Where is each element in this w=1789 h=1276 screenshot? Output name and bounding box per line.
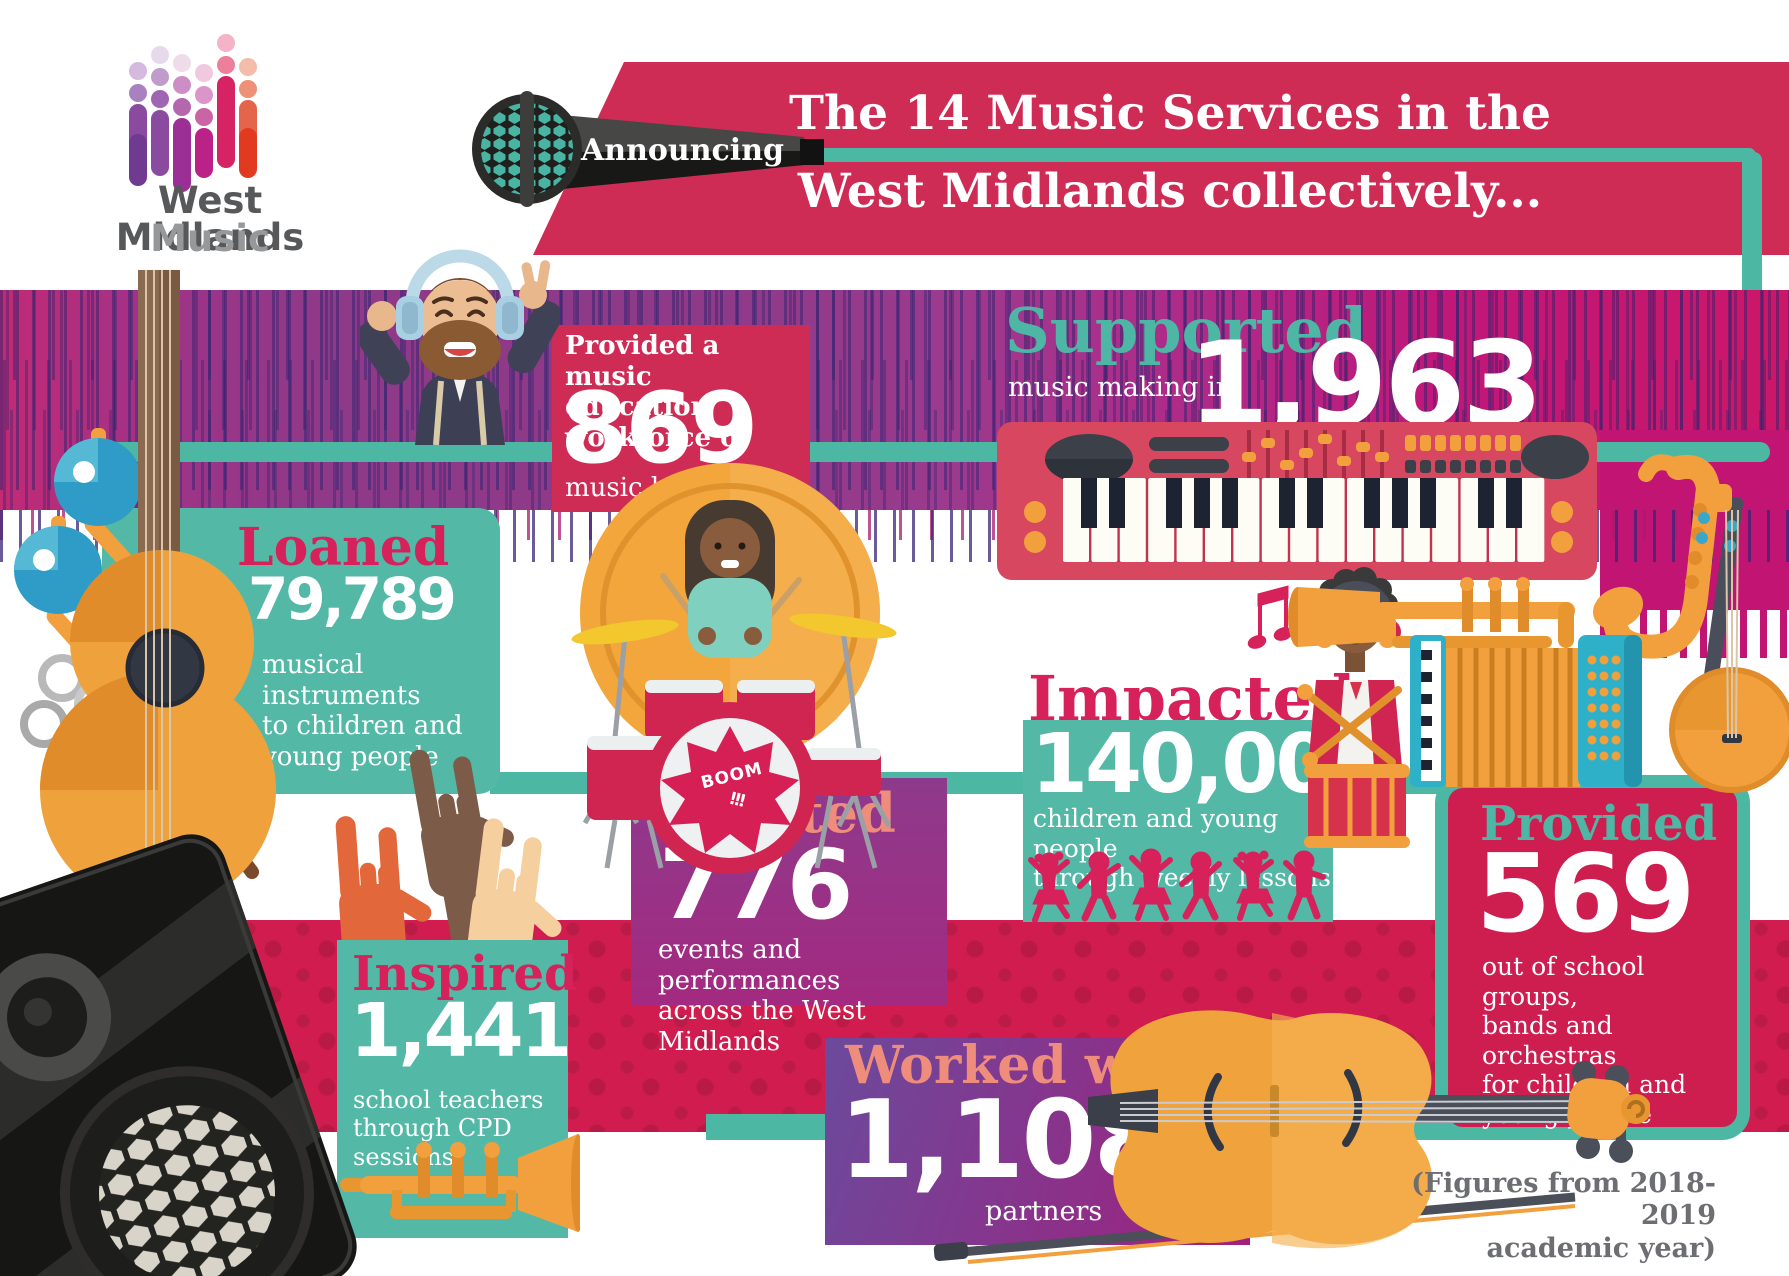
accordion-icon <box>1410 635 1642 787</box>
announcing-label: Announcing <box>581 133 784 168</box>
impacted-card: 140,000 children and young people throug… <box>1023 720 1386 922</box>
drum-icon <box>1297 684 1410 848</box>
trumpet-icon <box>340 1134 580 1232</box>
partners-caption: partners <box>985 1196 1103 1227</box>
inspired-value: 1,441 <box>350 988 572 1074</box>
banjo-icon <box>1669 484 1789 793</box>
provided-value: 569 <box>1476 832 1695 957</box>
workforce-intro: Provided a music education workforce of <box>565 331 749 454</box>
microphone-icon <box>472 91 824 207</box>
inspired-heading: Inspired <box>352 946 578 1002</box>
violin-pegbox <box>1567 1061 1650 1163</box>
waveform-band <box>0 290 1789 510</box>
banner-title-line2: West Midlands collectively... <box>797 164 1543 219</box>
loaned-caption: musical instruments to children and youn… <box>262 650 463 773</box>
supported-sub: music making in <box>1008 372 1234 403</box>
violin-icon <box>933 1010 1650 1264</box>
loaned-value: 79,789 <box>248 565 457 633</box>
banner-title-line1: The 14 Music Services in the <box>789 86 1551 141</box>
synthesizer-keyboard-icon <box>997 422 1597 580</box>
footnote-line2: academic year) <box>1486 1232 1716 1264</box>
drummer-character <box>571 463 897 874</box>
supported-heading: Supported <box>1005 294 1368 367</box>
violin-body <box>1088 1010 1433 1249</box>
dj-headphones-character <box>360 249 560 445</box>
music-notes-icon <box>1247 585 1293 649</box>
saxophone-icon <box>1592 454 1721 659</box>
mic-cable <box>800 148 1756 162</box>
rock-hand-icon <box>335 749 562 962</box>
footnote: (Figures from 2018-2019 academic year) <box>1410 1168 1716 1265</box>
acoustic-guitar-icon <box>14 270 276 908</box>
equalizer-logo-icon <box>129 34 257 192</box>
provided-heading: Provided <box>1480 796 1718 852</box>
trumpet-icon <box>1288 577 1575 648</box>
footnote-line1: (Figures from 2018-2019 <box>1411 1168 1716 1232</box>
workforce-value: 869 <box>560 372 759 486</box>
band-instruments-icon <box>1288 454 1789 848</box>
logo-wordmark-line1: West Midlands <box>115 179 305 259</box>
logo-wordmark-line2: Music <box>150 217 270 260</box>
dancing-children-icon <box>1028 848 1326 922</box>
inspired-card: Inspired 1,441 school teachers through C… <box>337 940 580 1238</box>
loaned-heading: Loaned <box>237 517 450 578</box>
created-caption: events and performances across the West … <box>658 935 866 1058</box>
inspired-caption: school teachers through CPD sessions <box>353 1086 544 1171</box>
speaker-icon <box>0 824 367 1276</box>
